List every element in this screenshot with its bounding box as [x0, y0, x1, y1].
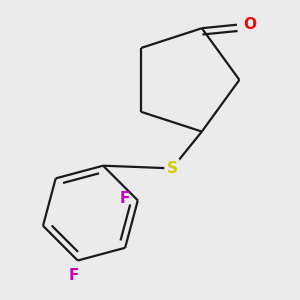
Text: F: F	[69, 268, 80, 283]
Text: O: O	[243, 17, 256, 32]
Text: S: S	[167, 161, 178, 176]
Text: F: F	[120, 191, 130, 206]
